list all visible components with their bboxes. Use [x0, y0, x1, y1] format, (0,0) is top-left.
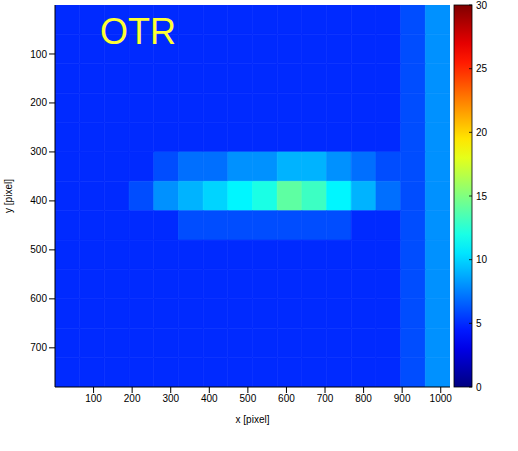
- svg-text:600: 600: [30, 293, 47, 304]
- svg-text:25: 25: [476, 63, 488, 74]
- svg-text:600: 600: [278, 393, 295, 404]
- svg-text:500: 500: [240, 393, 257, 404]
- svg-text:700: 700: [30, 342, 47, 353]
- svg-text:y [pixel]: y [pixel]: [3, 179, 14, 213]
- svg-text:100: 100: [30, 49, 47, 60]
- svg-text:400: 400: [201, 393, 218, 404]
- svg-text:200: 200: [30, 97, 47, 108]
- svg-text:200: 200: [124, 393, 141, 404]
- svg-text:300: 300: [162, 393, 179, 404]
- svg-text:15: 15: [476, 191, 488, 202]
- svg-text:30: 30: [476, 0, 488, 11]
- svg-text:1000: 1000: [430, 393, 453, 404]
- svg-text:0: 0: [476, 382, 482, 393]
- svg-text:20: 20: [476, 127, 488, 138]
- svg-text:x [pixel]: x [pixel]: [236, 414, 270, 425]
- svg-text:400: 400: [30, 195, 47, 206]
- svg-text:800: 800: [355, 393, 372, 404]
- html-text:OTR: OTR: [100, 11, 176, 52]
- svg-text:5: 5: [476, 318, 482, 329]
- svg-text:500: 500: [30, 244, 47, 255]
- svg-text:700: 700: [317, 393, 334, 404]
- svg-text:300: 300: [30, 146, 47, 157]
- svg-text:10: 10: [476, 254, 488, 265]
- svg-text:900: 900: [394, 393, 411, 404]
- svg-text:100: 100: [85, 393, 102, 404]
